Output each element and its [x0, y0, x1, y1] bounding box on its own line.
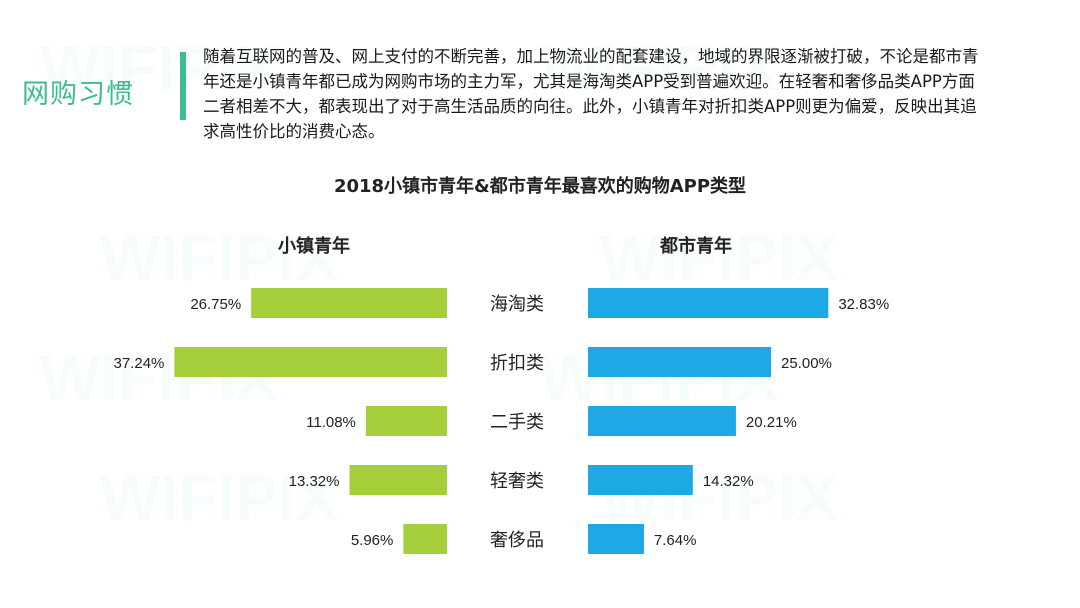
value-label-city: 25.00% — [781, 355, 832, 372]
bar-small-town — [251, 288, 447, 318]
chart-title: 2018小镇市青年&都市青年最喜欢的购物APP类型 — [333, 176, 747, 197]
bar-city — [588, 524, 644, 554]
bar-small-town — [349, 465, 447, 495]
bar-city — [588, 288, 829, 318]
bar-city — [588, 465, 693, 495]
bar-small-town — [403, 524, 447, 554]
category-label: 二手类 — [490, 412, 544, 433]
section-heading: 网购习惯 — [22, 79, 134, 110]
value-label-small-town: 5.96% — [351, 532, 394, 549]
value-label-small-town: 26.75% — [190, 296, 241, 313]
accent-bar — [180, 52, 186, 120]
value-label-small-town: 13.32% — [289, 473, 340, 490]
value-label-city: 7.64% — [654, 532, 697, 549]
category-label: 轻奢类 — [490, 471, 544, 492]
category-label: 奢侈品 — [490, 530, 544, 551]
value-label-city: 14.32% — [703, 473, 754, 490]
category-label: 海淘类 — [490, 294, 544, 315]
bar-small-town — [174, 347, 447, 377]
value-label-city: 32.83% — [838, 296, 889, 313]
value-label-small-town: 37.24% — [114, 355, 165, 372]
intro-paragraph: 随着互联网的普及、网上支付的不断完善，加上物流业的配套建设，地域的界限逐渐被打破… — [203, 47, 979, 141]
value-label-small-town: 11.08% — [306, 414, 356, 431]
category-label: 折扣类 — [490, 353, 544, 374]
value-label-city: 20.21% — [746, 414, 797, 431]
bar-city — [588, 406, 736, 436]
bar-city — [588, 347, 771, 377]
left-series-title: 小镇青年 — [278, 236, 350, 257]
right-series-title: 都市青年 — [660, 236, 732, 257]
bar-small-town — [365, 406, 447, 436]
